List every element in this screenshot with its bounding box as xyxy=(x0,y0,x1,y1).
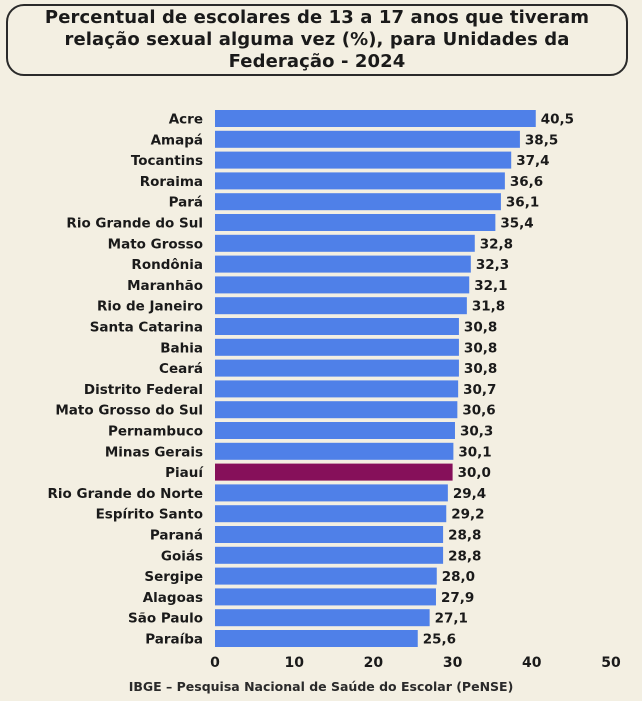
value-label-1: 38,5 xyxy=(525,132,558,148)
value-label-18: 29,4 xyxy=(453,486,486,502)
chart-title-box: Percentual de escolares de 13 a 17 anos … xyxy=(6,4,628,76)
value-label-12: 30,8 xyxy=(464,361,497,377)
x-tick-label-5: 50 xyxy=(601,655,621,671)
value-label-9: 31,8 xyxy=(472,299,505,315)
bar-25 xyxy=(215,630,418,647)
category-label-25: Paraíba xyxy=(145,632,203,648)
bar-chart: Acre 40,5 Amapá 38,5 Tocantins 37,4 Roraima 36,… xyxy=(48,110,621,671)
x-tick-label-0: 0 xyxy=(210,655,220,671)
category-label-14: Mato Grosso do Sul xyxy=(55,403,203,419)
category-label-2: Tocantins xyxy=(131,153,203,169)
x-tick-label-1: 10 xyxy=(284,655,304,671)
value-label-13: 30,7 xyxy=(463,382,496,398)
bar-1 xyxy=(215,130,520,148)
value-label-25: 25,6 xyxy=(423,632,456,648)
category-label-17: Piauí xyxy=(165,465,204,481)
category-label-15: Pernambuco xyxy=(108,424,203,440)
bar-2 xyxy=(215,151,512,169)
bar-12 xyxy=(215,359,459,377)
bar-4 xyxy=(215,193,501,211)
bar-24 xyxy=(215,609,430,627)
bar-20 xyxy=(215,526,444,543)
value-label-24: 27,1 xyxy=(435,611,468,627)
category-label-4: Pará xyxy=(169,195,203,211)
bar-16 xyxy=(215,442,454,460)
bar-0 xyxy=(215,110,536,127)
bar-5 xyxy=(215,214,496,231)
bar-18 xyxy=(215,484,448,502)
category-label-21: Goiás xyxy=(161,548,203,564)
value-label-8: 32,1 xyxy=(474,278,507,294)
bar-11 xyxy=(215,338,459,356)
category-label-7: Rondônia xyxy=(131,257,203,273)
bar-22 xyxy=(215,567,437,585)
category-label-6: Mato Grosso xyxy=(108,236,203,252)
bar-8 xyxy=(215,276,470,294)
category-label-18: Rio Grande do Norte xyxy=(48,486,203,502)
category-label-13: Distrito Federal xyxy=(84,382,203,398)
value-label-4: 36,1 xyxy=(506,195,539,211)
bar-6 xyxy=(215,234,475,252)
value-label-16: 30,1 xyxy=(458,444,491,460)
bar-3 xyxy=(215,172,505,190)
category-label-23: Alagoas xyxy=(143,590,203,606)
bar-15 xyxy=(215,422,455,439)
category-label-8: Maranhão xyxy=(127,278,203,294)
value-label-11: 30,8 xyxy=(464,340,497,356)
value-label-22: 28,0 xyxy=(442,569,475,585)
category-label-1: Amapá xyxy=(151,132,203,148)
category-label-12: Ceará xyxy=(159,361,203,377)
value-label-7: 32,3 xyxy=(476,257,509,273)
x-tick-label-4: 40 xyxy=(522,655,542,671)
chart-source: IBGE – Pesquisa Nacional de Saúde do Esc… xyxy=(128,679,514,694)
value-label-5: 35,4 xyxy=(500,216,533,232)
value-label-10: 30,8 xyxy=(464,320,497,336)
value-label-3: 36,6 xyxy=(510,174,543,190)
category-label-10: Santa Catarina xyxy=(90,320,203,336)
category-label-11: Bahia xyxy=(160,340,203,356)
value-label-14: 30,6 xyxy=(462,403,495,419)
bar-14 xyxy=(215,401,458,419)
category-label-3: Roraima xyxy=(140,174,203,190)
bar-13 xyxy=(215,380,459,398)
bar-17 xyxy=(215,463,453,481)
x-tick-label-3: 30 xyxy=(443,655,463,671)
value-label-20: 28,8 xyxy=(448,528,481,544)
bar-23 xyxy=(215,588,436,606)
bar-10 xyxy=(215,318,459,335)
bar-21 xyxy=(215,546,444,564)
value-label-2: 37,4 xyxy=(516,153,549,169)
category-label-22: Sergipe xyxy=(144,569,203,585)
x-tick-label-2: 20 xyxy=(364,655,384,671)
category-label-16: Minas Gerais xyxy=(105,444,203,460)
category-label-9: Rio de Janeiro xyxy=(97,299,203,315)
bar-9 xyxy=(215,297,467,315)
category-label-20: Paraná xyxy=(150,528,203,544)
category-label-5: Rio Grande do Sul xyxy=(66,216,203,232)
value-label-19: 29,2 xyxy=(451,507,484,523)
category-label-19: Espírito Santo xyxy=(96,507,203,523)
value-label-23: 27,9 xyxy=(441,590,474,606)
value-label-21: 28,8 xyxy=(448,548,481,564)
value-label-15: 30,3 xyxy=(460,424,493,440)
value-label-6: 32,8 xyxy=(480,236,513,252)
value-label-0: 40,5 xyxy=(541,112,574,128)
bar-7 xyxy=(215,255,471,273)
category-label-24: São Paulo xyxy=(128,611,203,627)
bar-19 xyxy=(215,505,447,523)
value-label-17: 30,0 xyxy=(458,465,491,481)
category-label-0: Acre xyxy=(169,112,203,128)
chart-title: Percentual de escolares de 13 a 17 anos … xyxy=(44,7,590,72)
